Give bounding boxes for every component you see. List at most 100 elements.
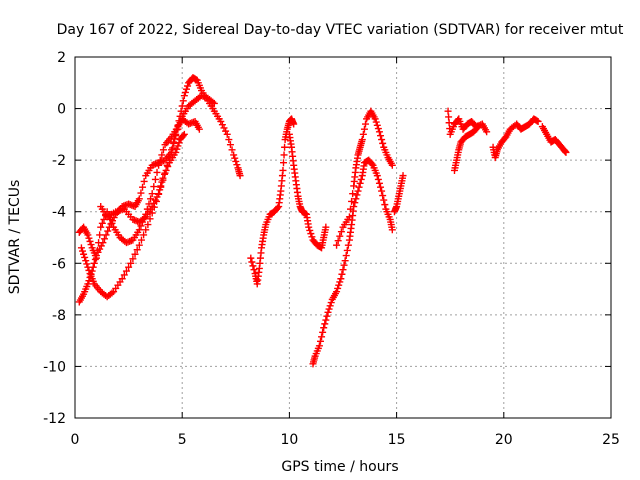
- y-tick-label: -6: [52, 256, 66, 272]
- data-point: [379, 192, 387, 200]
- data-point: [81, 253, 89, 261]
- data-point: [340, 261, 348, 269]
- data-point: [95, 239, 103, 247]
- x-tick-label: 5: [178, 432, 187, 448]
- plot-area: [74, 56, 612, 419]
- data-point: [318, 333, 326, 341]
- data-point: [140, 177, 148, 185]
- data-point: [164, 163, 172, 171]
- data-point: [375, 179, 383, 187]
- series-track-l: [489, 115, 542, 162]
- data-point: [84, 280, 92, 288]
- data-point: [360, 125, 368, 133]
- data-point: [118, 275, 126, 283]
- y-tick-label: 0: [57, 102, 66, 118]
- data-point: [175, 139, 183, 147]
- data-point: [129, 255, 137, 263]
- data-point: [148, 190, 156, 198]
- data-point: [125, 263, 133, 271]
- data-point: [178, 102, 186, 110]
- series-track-i: [390, 172, 407, 216]
- data-point: [135, 195, 143, 203]
- y-tick-label: -8: [52, 308, 66, 324]
- data-point: [142, 226, 150, 234]
- data-point: [316, 337, 324, 345]
- data-point: [374, 175, 382, 183]
- data-point: [324, 308, 332, 316]
- data-point: [377, 132, 385, 140]
- series-track-d: [97, 130, 188, 226]
- data-point: [98, 219, 106, 227]
- data-point: [231, 154, 239, 162]
- data-point: [353, 191, 361, 199]
- data-point: [345, 213, 353, 221]
- data-point: [379, 139, 387, 147]
- data-point: [135, 241, 143, 249]
- data-point: [92, 254, 100, 262]
- data-point: [172, 148, 180, 156]
- data-point: [377, 183, 385, 191]
- data-point: [135, 226, 143, 234]
- data-point: [79, 247, 87, 255]
- data-point: [232, 157, 240, 165]
- data-point: [352, 195, 360, 203]
- data-point: [274, 204, 282, 212]
- data-point: [399, 172, 407, 180]
- data-point: [195, 125, 203, 133]
- data-point: [373, 172, 381, 180]
- data-point: [362, 120, 370, 128]
- data-point: [96, 231, 104, 239]
- data-point: [307, 230, 315, 238]
- data-point: [151, 196, 159, 204]
- data-point: [338, 270, 346, 278]
- series-track-g: [309, 156, 396, 368]
- data-point: [281, 143, 289, 151]
- data-point: [249, 262, 257, 270]
- data-point: [290, 120, 298, 128]
- data-point: [378, 187, 386, 195]
- data-point: [327, 299, 335, 307]
- data-point: [108, 219, 116, 227]
- data-point: [233, 161, 241, 169]
- data-point: [102, 231, 110, 239]
- data-point: [336, 232, 344, 240]
- x-tick-label: 25: [602, 432, 620, 448]
- data-point: [357, 175, 365, 183]
- data-point: [483, 128, 491, 136]
- data-point: [151, 175, 159, 183]
- x-tick-label: 10: [280, 432, 298, 448]
- series-track-h: [333, 107, 396, 249]
- data-point: [90, 259, 98, 267]
- data-point: [162, 166, 170, 174]
- data-point: [87, 241, 95, 249]
- data-point: [388, 226, 396, 234]
- data-point: [342, 252, 350, 260]
- data-point: [179, 132, 187, 140]
- data-point: [356, 179, 364, 187]
- data-point: [325, 305, 333, 313]
- data-point: [148, 209, 156, 217]
- data-point: [144, 221, 152, 229]
- data-point: [250, 266, 258, 274]
- data-point: [337, 275, 345, 283]
- data-point: [321, 320, 329, 328]
- series-track-f: [285, 130, 330, 252]
- data-point: [225, 136, 233, 144]
- data-point: [562, 148, 570, 156]
- data-point: [247, 254, 255, 262]
- data-point: [77, 244, 85, 252]
- data-point: [320, 324, 328, 332]
- data-point: [337, 228, 345, 236]
- data-point: [341, 257, 349, 265]
- data-point: [373, 121, 381, 129]
- data-point: [359, 130, 367, 138]
- data-point: [371, 115, 379, 123]
- data-point: [375, 128, 383, 136]
- data-point: [173, 145, 181, 153]
- data-point: [158, 178, 166, 186]
- data-point: [181, 88, 189, 96]
- data-point: [159, 174, 167, 182]
- data-point: [97, 223, 105, 231]
- data-point: [323, 312, 331, 320]
